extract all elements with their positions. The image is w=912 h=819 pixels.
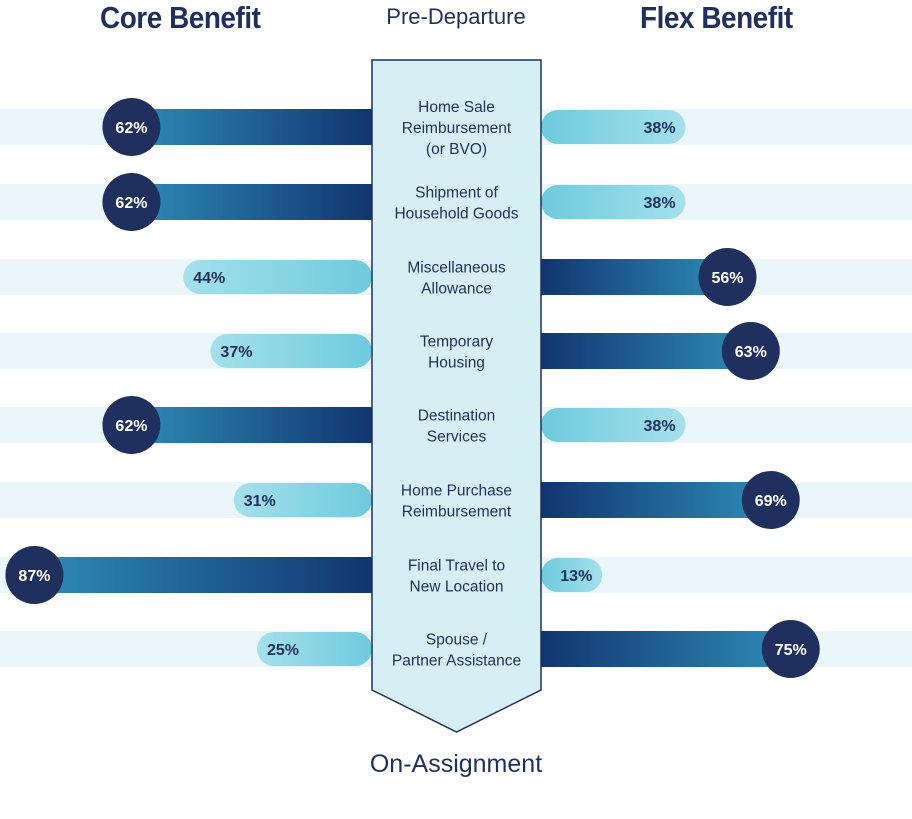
core-value-circle [102,396,161,454]
timeline-arrow [371,59,542,733]
flex-value-circle [761,620,820,678]
flex-value-label: 63% [735,344,767,361]
category-label: Final Travel to New Location [408,558,505,596]
category-label-line: New Location [410,579,504,596]
category-label-line: Services [427,429,487,446]
core-value-label: 44% [193,270,225,287]
category-label-line: Household Goods [394,206,518,223]
core-benefit-title: Core Benefit [100,0,261,35]
core-value-circle [102,173,161,231]
on-assignment-label: On-Assignment [369,750,543,778]
category-label: Spouse / Partner Assistance [392,632,521,670]
flex-bar [541,259,728,295]
flex-value-label: 13% [560,568,592,585]
core-bar [210,334,372,368]
category-label-line: Reimbursement [402,120,512,137]
category-label-line: Reimbursement [402,504,512,521]
flex-value-label: 38% [644,120,676,137]
core-value-label: 25% [267,642,299,659]
flex-value-label: 38% [644,195,676,212]
category-label-line: Partner Assistance [392,653,521,670]
category-label-line: (or BVO) [426,141,487,158]
category-label-line: Miscellaneous [407,260,505,277]
core-value-label: 37% [220,344,252,361]
flex-bar [541,631,791,667]
flex-bar [541,110,686,144]
category-label-line: Allowance [421,281,492,298]
category-label: Shipment of Household Goods [394,185,518,223]
flex-bar [541,185,686,219]
category-label: Home Sale Reimbursement (or BVO) [402,99,512,158]
core-value-label: 62% [115,418,147,435]
flex-benefit-title: Flex Benefit [640,0,793,35]
core-bar [34,557,372,593]
core-value-label: 62% [115,195,147,212]
flex-bar [541,558,603,592]
core-value-circle [102,98,161,156]
category-label: Miscellaneous Allowance [407,260,505,298]
category-label: Home Purchase Reimbursement [401,483,512,521]
flex-value-label: 69% [755,493,787,510]
core-bar [131,109,372,145]
category-label-line: Destination [418,408,496,425]
flex-value-label: 75% [775,642,807,659]
category-label-line: Temporary [420,334,493,351]
category-label: Destination Services [418,408,496,446]
flex-value-label: 56% [711,270,743,287]
flex-bar [541,408,686,442]
category-label-line: Home Purchase [401,483,512,500]
core-value-label: 62% [115,120,147,137]
core-value-label: 31% [244,493,276,510]
category-label-line: Shipment of [415,185,498,202]
flex-bar [541,333,751,369]
flex-value-circle [741,471,800,529]
flex-value-circle [721,322,780,380]
flex-value-label: 38% [644,418,676,435]
core-bar [257,632,372,666]
flex-value-circle [698,248,757,306]
category-label-line: Spouse / [426,632,488,649]
core-bar [233,483,372,517]
flex-bar [541,482,771,518]
core-bar [131,184,372,220]
core-value-circle [5,546,64,604]
category-label-line: Final Travel to [408,558,505,575]
category-label-line: Housing [428,355,485,372]
pre-departure-label: Pre-Departure [386,4,526,29]
core-value-label: 87% [18,568,50,585]
category-label-line: Home Sale [418,99,495,116]
core-bar [183,260,372,294]
core-bar [131,407,372,443]
category-label: Temporary Housing [420,334,493,372]
